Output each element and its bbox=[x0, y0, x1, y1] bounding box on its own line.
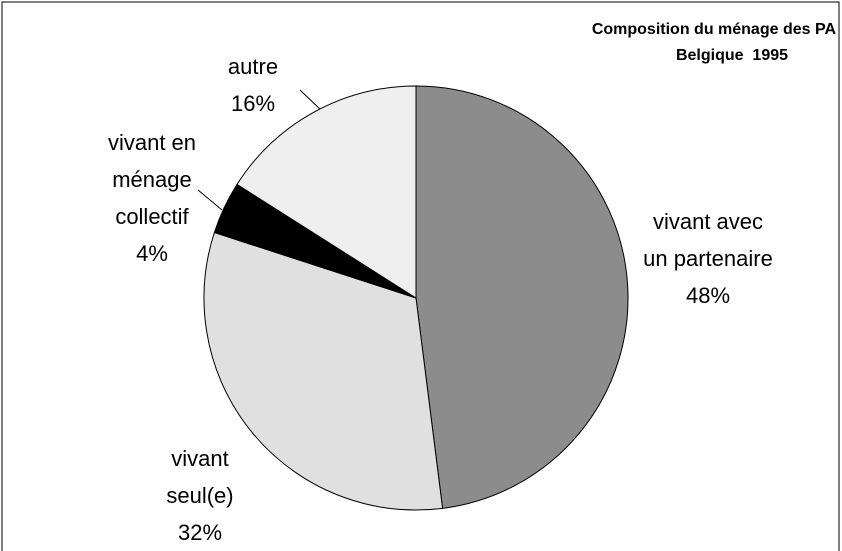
value-label: 48% bbox=[685, 283, 731, 308]
leader-line bbox=[299, 89, 324, 113]
category-label: vivant en ménage collectif bbox=[107, 130, 197, 229]
pie-slice bbox=[415, 85, 629, 509]
value-label: 4% bbox=[136, 241, 168, 266]
category-label: vivant seul(e) bbox=[166, 446, 234, 508]
pie-slice bbox=[203, 231, 444, 511]
leader-line bbox=[197, 189, 223, 211]
slice-label: autre 16% bbox=[203, 48, 303, 122]
slice-label: vivant en ménage collectif 4% bbox=[92, 124, 212, 272]
slice-label: vivant avec un partenaire 48% bbox=[643, 203, 773, 314]
chart-subtitle: Belgique 1995 bbox=[676, 47, 788, 64]
category-label: autre bbox=[227, 54, 279, 79]
chart-title: Composition du ménage des PA bbox=[592, 21, 837, 38]
value-label: 32% bbox=[177, 520, 223, 545]
slice-label: vivant seul(e) 32% bbox=[148, 440, 253, 551]
category-label: vivant avec un partenaire bbox=[643, 209, 773, 271]
value-label: 16% bbox=[230, 91, 276, 116]
pie-slice bbox=[236, 85, 417, 299]
